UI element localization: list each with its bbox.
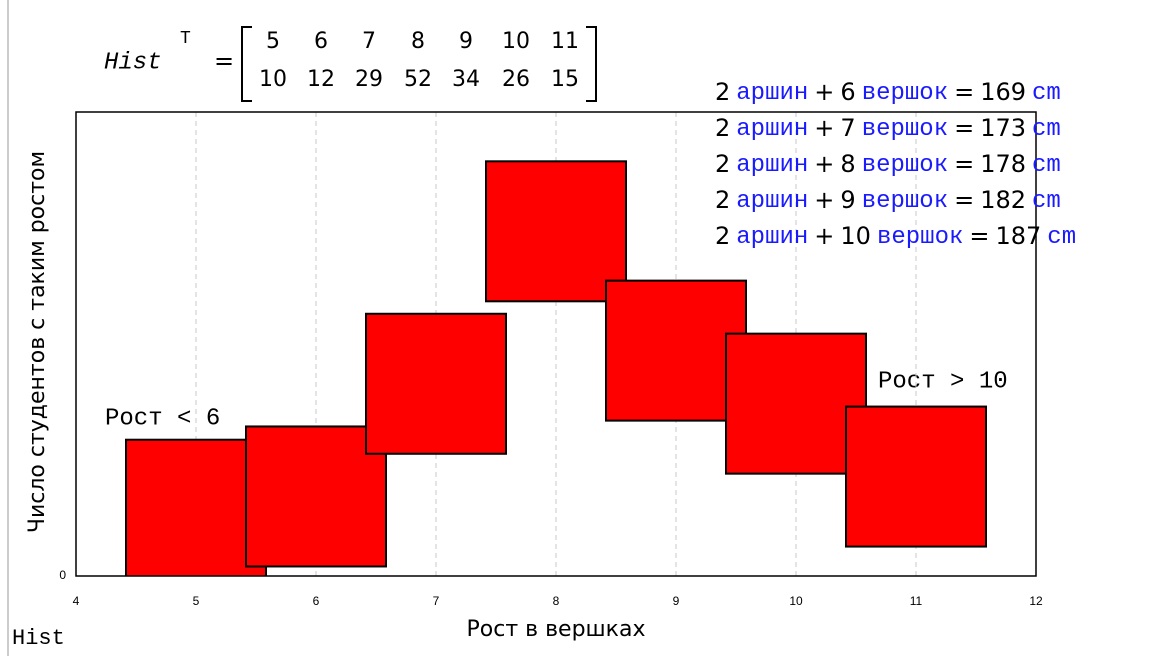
plot-frame [75,111,1037,577]
matrix-cell: 10 [502,29,530,54]
matrix-cell: 11 [551,29,579,54]
matrix-cell: 29 [355,67,383,92]
x-tick-label: 7 [433,594,440,608]
x-tick-label: 8 [553,594,560,608]
operator: + [814,186,834,214]
operator: + [814,222,834,250]
matrix-cell: 10 [259,67,287,92]
footer-label: Hist [12,626,65,651]
unit: вершок [877,224,963,251]
square-marker [485,160,627,303]
conversion-line: 2 аршин +6 вершок = 169 cm [715,78,1061,107]
matrix-cell: 6 [314,29,328,54]
operator: = [969,222,989,250]
operator: = [954,150,974,178]
matrix-brackets [241,26,597,102]
x-tick-label: 9 [673,594,680,608]
matrix-equals: = [214,47,234,75]
x-axis-title: Рост в вершках [467,617,646,642]
number: 10 [840,222,871,250]
number: 182 [980,186,1026,214]
number: 169 [980,78,1026,106]
annotation: Рост > 10 [878,368,1008,395]
matrix-cell: 52 [404,67,432,92]
operator: + [814,114,834,142]
annotation: Рост < 6 [105,405,220,432]
unit: аршин [736,116,808,143]
number: 178 [980,150,1026,178]
unit: вершок [862,116,948,143]
x-tick-label: 10 [789,594,803,608]
operator: = [954,186,974,214]
unit: cm [1032,188,1061,215]
number: 2 [715,150,730,178]
unit: вершок [862,188,948,215]
unit: вершок [862,80,948,107]
y-tick-label: 0 [59,568,66,582]
conversion-line: 2 аршин +10 вершок = 187 cm [715,222,1076,251]
plot-markers [125,160,987,576]
number: 187 [995,222,1041,250]
number: 2 [715,78,730,106]
number: 173 [980,114,1026,142]
unit: аршин [736,188,808,215]
y-axis-title: Число студентов с таким ростом [25,151,50,533]
unit: аршин [736,224,808,251]
number: 9 [840,186,855,214]
matrix-cell: 5 [266,29,280,54]
square-marker [845,405,987,548]
conversion-line: 2 аршин +7 вершок = 173 cm [715,114,1061,143]
matrix-cell: 9 [459,29,473,54]
square-marker [125,438,267,576]
number: 2 [715,222,730,250]
x-tick-label: 5 [193,594,200,608]
number: 6 [840,78,855,106]
number: 8 [840,150,855,178]
operator: + [814,78,834,106]
operator: = [954,78,974,106]
unit: аршин [736,80,808,107]
square-marker [245,425,387,568]
operator: + [814,150,834,178]
x-tick-label: 4 [73,594,80,608]
unit: cm [1032,116,1061,143]
square-marker [365,312,507,455]
unit: вершок [862,152,948,179]
number: 2 [715,186,730,214]
matrix-cell: 34 [452,67,480,92]
matrix-cell: 15 [551,67,579,92]
unit: аршин [736,152,808,179]
conversion-line: 2 аршин +9 вершок = 182 cm [715,186,1061,215]
unit: cm [1032,80,1061,107]
square-marker [605,279,747,422]
unit: cm [1047,224,1076,251]
unit: cm [1032,152,1061,179]
number: 2 [715,114,730,142]
x-tick-label: 11 [910,594,923,608]
matrix-cell: 7 [362,29,376,54]
matrix-cell: 12 [307,67,335,92]
matrix-cell: 26 [502,67,530,92]
number: 7 [840,114,855,142]
matrix-superscript: T [180,29,191,49]
square-marker [725,332,867,475]
matrix-name: Hist [104,49,162,76]
x-tick-label: 6 [313,594,320,608]
matrix-cell: 8 [411,29,425,54]
operator: = [954,114,974,142]
x-tick-label: 12 [1029,594,1043,608]
conversion-line: 2 аршин +8 вершок = 178 cm [715,150,1061,179]
